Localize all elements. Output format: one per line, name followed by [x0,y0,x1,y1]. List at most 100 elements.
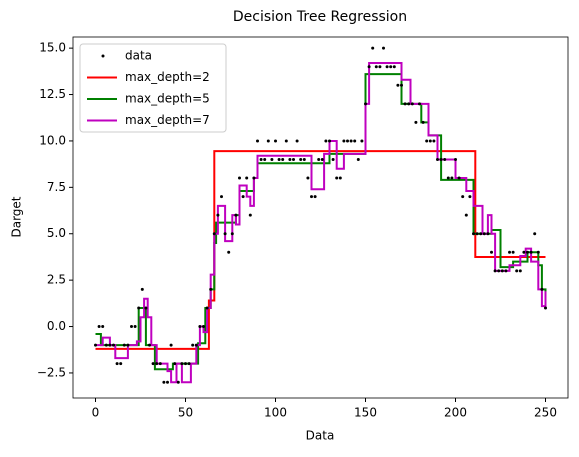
y-tick-label: 12.5 [39,87,66,101]
data-point [302,157,306,161]
data-point [536,250,540,254]
data-point [266,139,270,143]
data-point [407,102,411,106]
x-tick-label: 150 [354,406,377,420]
data-point [130,325,133,329]
data-point [252,176,256,180]
chart-title: Decision Tree Regression [233,9,407,25]
data-point [284,139,288,143]
data-point [511,250,515,254]
data-point [198,325,202,329]
data-point [436,157,439,161]
data-point [421,120,425,124]
data-point [119,362,123,366]
data-point [544,306,547,310]
data-point [533,232,537,236]
data-point [126,343,130,347]
data-point [464,213,468,217]
data-point [479,232,483,236]
data-point [450,176,454,180]
data-point [274,139,277,143]
data-point [396,83,400,87]
data-point [241,195,245,199]
data-point [256,139,259,143]
data-point [504,269,508,273]
data-point [400,83,403,87]
data-point [151,362,155,366]
data-point [443,157,447,161]
data-point [360,139,364,143]
data-point [432,139,436,143]
x-tick-label: 100 [264,406,287,420]
data-point [205,306,209,310]
data-point [428,139,432,143]
data-point [328,139,331,143]
data-point [158,362,162,366]
data-point [378,65,382,69]
data-point [234,213,238,217]
data-point [97,325,101,329]
data-point [540,287,544,291]
data-point [439,157,443,161]
data-point [101,325,105,329]
data-point [115,362,119,366]
data-point [230,232,234,236]
data-point [482,232,486,236]
data-point [270,157,274,161]
data-point [342,139,346,143]
data-point [223,232,227,236]
data-point [382,46,385,50]
data-point [133,325,137,329]
data-point [187,362,191,366]
data-point [104,343,108,347]
y-axis-label: Darget [10,196,24,237]
data-point [295,139,299,143]
legend-label: max_depth=5 [125,92,210,106]
data-point [518,269,522,273]
data-point [356,157,360,161]
data-point [371,46,375,50]
data-point [526,250,529,254]
x-axis-label: Data [306,429,335,443]
data-point [475,232,479,236]
data-point [306,176,310,180]
data-point [414,120,418,124]
data-point [173,362,177,366]
data-point [220,195,223,199]
data-point [180,362,184,366]
data-point [281,157,285,161]
data-point [374,65,378,69]
legend-label: max_depth=2 [125,70,210,84]
data-point [259,157,263,161]
data-point [94,343,97,347]
data-point [137,306,141,310]
data-point [166,380,169,384]
data-point [468,195,472,199]
y-tick-label: 7.5 [47,180,66,194]
data-point [169,343,173,347]
data-point [486,232,490,236]
data-point [155,362,159,366]
data-point [418,102,421,106]
data-point [346,139,349,143]
data-point [212,232,216,236]
data-point [446,176,450,180]
data-point [238,176,241,180]
data-point [162,380,166,384]
y-tick-label: 2.5 [47,273,66,287]
y-tick-label: −2.5 [37,365,66,379]
legend-box [79,43,227,133]
data-point [324,139,328,143]
data-point [529,250,533,254]
data-point [313,195,317,199]
data-point [194,343,198,347]
step-line [95,61,547,384]
plot-frame [72,36,569,399]
x-tick-label: 0 [92,406,100,420]
y-tick-label: 15.0 [39,41,66,55]
data-point [216,213,220,217]
data-point [338,176,342,180]
data-point [497,269,501,273]
data-point [472,232,475,236]
